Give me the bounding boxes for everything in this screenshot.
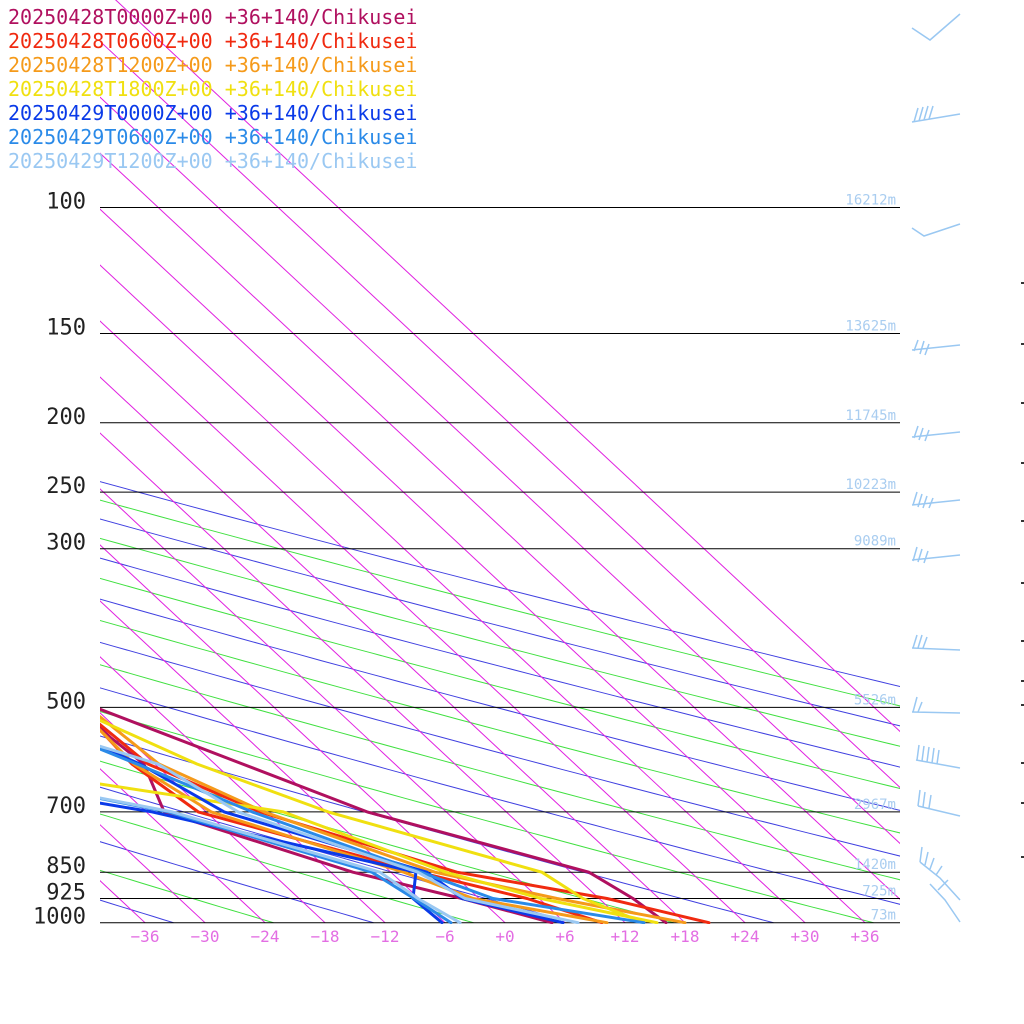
height-label: 73m — [871, 908, 896, 924]
dewpoint-profile-line — [100, 782, 659, 924]
temperature-profile-line — [100, 747, 646, 924]
temperature-profile-line — [100, 744, 580, 924]
pressure-label: 700 — [46, 794, 86, 819]
pressure-label: 850 — [46, 854, 86, 879]
wind-barb — [915, 744, 961, 769]
dry-adiabat-line — [100, 641, 900, 857]
wind-barb — [911, 696, 961, 714]
isotherm-line — [100, 712, 326, 924]
pressure-label: 250 — [46, 474, 86, 499]
height-label: 9089m — [854, 534, 896, 550]
temperature-profile-line — [100, 707, 668, 924]
wind-barb — [911, 546, 961, 564]
wind-barbs — [911, 13, 961, 923]
isotherm-line — [100, 152, 900, 901]
legend-entry: 20250428T1200Z+00 +36+140/Chikusei — [8, 53, 417, 77]
pressure-label: 150 — [46, 315, 86, 340]
dry-adiabat-line — [100, 687, 900, 905]
legend-entry: 20250429T0600Z+00 +36+140/Chikusei — [8, 125, 417, 149]
dry-adiabat-line — [100, 664, 900, 881]
legend: 20250428T0000Z+00 +36+140/Chikusei202504… — [8, 5, 417, 173]
dry-adiabat-line — [100, 841, 374, 924]
dry-adiabat-line — [100, 577, 900, 790]
wind-barb — [911, 491, 961, 509]
x-tick-label: +36 — [851, 927, 880, 946]
wind-barb — [911, 634, 961, 651]
height-label: 725m — [862, 883, 896, 899]
x-tick-label: +0 — [495, 927, 514, 946]
temperature-profile-line — [100, 718, 646, 924]
dry-adiabat-line — [100, 598, 900, 811]
isotherm-line — [100, 96, 900, 845]
right-edge-marks — [1021, 282, 1024, 858]
isotherm-line — [100, 544, 506, 924]
x-tick-label: +12 — [611, 927, 640, 946]
wind-barb — [911, 13, 961, 41]
wind-barb — [911, 339, 961, 356]
pressure-label: 100 — [46, 190, 86, 215]
isotherm-line — [100, 432, 626, 924]
height-label: 5526m — [854, 692, 896, 708]
dry-adiabat-line — [100, 537, 900, 747]
dewpoint-profile-line — [100, 796, 453, 924]
dry-adiabat-line — [100, 786, 574, 924]
height-labels: 16212m 13625m 11745m 10223m 9089m 5526m 2967m 1… — [845, 193, 896, 924]
pressure-label: 300 — [46, 531, 86, 556]
dry-adiabat-line — [100, 518, 900, 727]
height-label: 1420m — [854, 857, 896, 873]
x-tick-label: −18 — [311, 927, 340, 946]
isotherm-line — [115, 0, 900, 733]
x-tick-label: −24 — [251, 927, 280, 946]
legend-entry: 20250429T1200Z+00 +36+140/Chikusei — [8, 149, 417, 173]
pressure-label: 500 — [46, 689, 86, 714]
pressure-label: 200 — [46, 405, 86, 430]
sounding-profiles — [100, 707, 711, 924]
isotherm-line — [100, 656, 386, 924]
isotherm-line — [100, 208, 866, 924]
wind-barb — [929, 879, 961, 923]
dry-adiabat-line — [100, 760, 674, 924]
dry-adiabat-line — [100, 557, 900, 768]
pressure-label: 1000 — [33, 905, 86, 930]
x-tick-label: −30 — [191, 927, 220, 946]
temperature-profile-line — [100, 714, 687, 924]
height-label: 13625m — [845, 318, 896, 334]
isotherm-line — [100, 376, 686, 924]
wind-barb — [919, 846, 961, 901]
isobar-lines — [100, 207, 900, 924]
isotherm-line — [100, 40, 900, 789]
legend-entry: 20250428T1800Z+00 +36+140/Chikusei — [8, 77, 417, 101]
x-tick-label: +30 — [791, 927, 820, 946]
height-label: 10223m — [845, 477, 896, 493]
x-tick-label: −36 — [131, 927, 160, 946]
x-tick-label: −6 — [435, 927, 454, 946]
legend-entry: 20250428T0600Z+00 +36+140/Chikusei — [8, 29, 417, 53]
isotherm-line — [100, 488, 566, 924]
height-label: 16212m — [845, 193, 896, 209]
wind-barb — [917, 789, 961, 817]
wind-barb — [911, 105, 961, 123]
pressure-label: 925 — [46, 880, 86, 905]
height-label: 11745m — [845, 408, 896, 424]
x-tick-label: +18 — [671, 927, 700, 946]
x-tick-label: +24 — [731, 927, 760, 946]
dry-adiabat-line — [100, 813, 474, 924]
wind-barb — [911, 425, 961, 442]
isotherm-lines — [100, 0, 900, 924]
wind-barb — [911, 223, 961, 237]
isotherm-line — [100, 320, 746, 924]
isotherm-line — [100, 264, 806, 924]
dewpoint-profile-line — [100, 796, 462, 924]
temperature-axis-labels: −36 −30 −24 −18 −12 −6 +0 +6 +12 +18 +24 +30 +36 — [131, 927, 880, 946]
x-tick-label: −12 — [371, 927, 400, 946]
height-label: 2967m — [854, 797, 896, 813]
legend-entry: 20250429T0000Z+00 +36+140/Chikusei — [8, 101, 417, 125]
isotherm-line — [100, 600, 446, 924]
x-tick-label: +6 — [555, 927, 574, 946]
legend-entry: 20250428T0000Z+00 +36+140/Chikusei — [8, 5, 417, 29]
